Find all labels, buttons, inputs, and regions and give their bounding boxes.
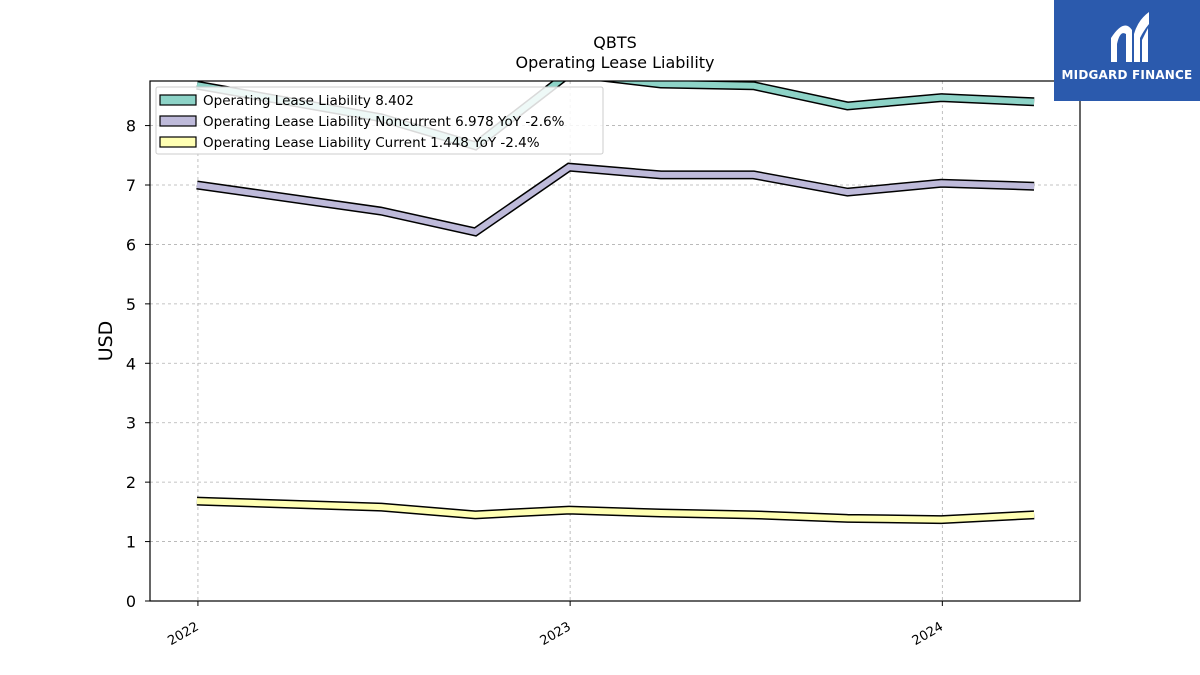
x-axis: 2022 2023 2024: [165, 601, 946, 649]
y-tick-label: 1: [126, 533, 136, 552]
y-tick-label: 3: [126, 414, 136, 433]
x-tick-label: 2022: [165, 619, 201, 649]
legend-box: [155, 86, 604, 155]
plot-frame: [149, 80, 1081, 602]
y-tick-label: 0: [126, 592, 136, 611]
x-tick-label: 2023: [538, 619, 574, 649]
series-line-2: [196, 498, 1035, 523]
legend-label-0: Operating Lease Liability 8.402: [203, 93, 414, 109]
y-tick-label: 4: [126, 354, 136, 373]
series-line-1: [196, 164, 1035, 236]
midgard-finance-logo: MIDGARD FINANCE: [1054, 0, 1200, 101]
logo-mark-icon: [1111, 12, 1149, 62]
y-tick-label: 6: [126, 235, 136, 254]
legend: Operating Lease Liability 8.402 Operating…: [155, 86, 604, 155]
legend-swatch-0: [159, 94, 197, 106]
chart-title: QBTS: [593, 33, 637, 52]
y-tick-label: 8: [126, 117, 136, 136]
series-line-outline-1: [196, 162, 1035, 237]
y-tick-label: 2: [126, 473, 136, 492]
legend-swatch-2: [159, 136, 197, 148]
legend-label-1: Operating Lease Liability Noncurrent 6.9…: [203, 114, 565, 130]
legend-label-2: Operating Lease Liability Current 1.448 …: [203, 135, 540, 151]
logo-text: MIDGARD FINANCE: [1061, 68, 1193, 82]
x-tick-label: 2024: [910, 619, 946, 649]
y-axis: 0 1 2 3 4 5 6 7 8: [126, 117, 150, 611]
y-tick-label: 7: [126, 176, 136, 195]
legend-swatch-1: [159, 115, 197, 127]
y-tick-label: 5: [126, 295, 136, 314]
chart-subtitle: Operating Lease Liability: [515, 53, 714, 72]
y-axis-label: USD: [95, 321, 117, 362]
